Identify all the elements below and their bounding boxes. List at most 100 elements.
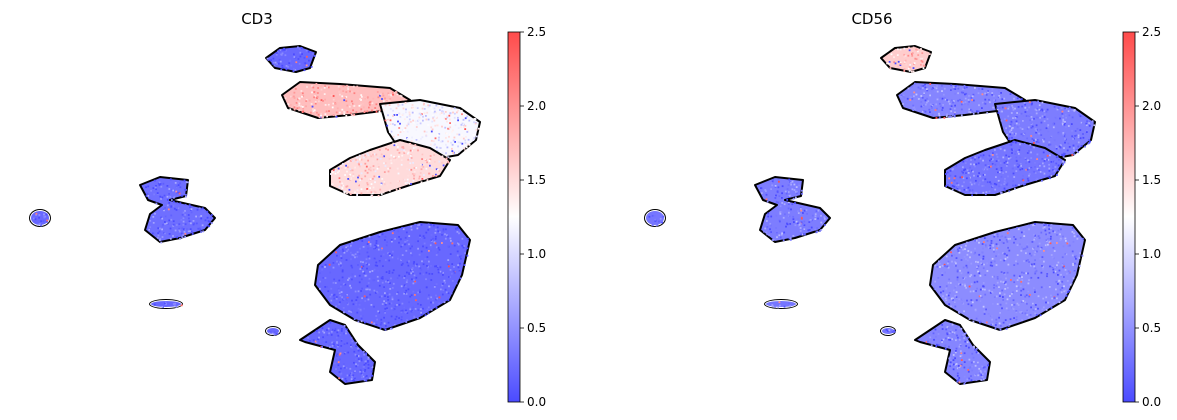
cell-point — [816, 227, 818, 230]
cell-point — [356, 85, 359, 88]
cell-point — [965, 189, 968, 191]
cell-point — [929, 336, 932, 339]
cell-point — [190, 230, 193, 233]
cell-point — [1061, 287, 1064, 289]
cell-point — [46, 220, 48, 223]
colorbar-tick-label: 1.5 — [1142, 173, 1161, 187]
cell-point — [472, 139, 475, 141]
cell-point — [981, 93, 984, 96]
cell-point — [364, 300, 367, 302]
cell-point — [408, 168, 411, 171]
cell-point — [956, 182, 959, 185]
colorbar-tick-label: 1.0 — [1142, 247, 1161, 261]
cell-point — [926, 97, 928, 100]
cell-point — [364, 369, 367, 371]
cell-point — [324, 113, 327, 116]
cell-point — [416, 227, 419, 230]
cell-point — [970, 274, 973, 276]
cell-point — [1056, 155, 1059, 158]
cell-point — [414, 241, 417, 243]
cell-point — [172, 224, 175, 227]
cell-point — [407, 123, 410, 126]
cell-point — [413, 121, 416, 124]
cell-point — [340, 283, 343, 286]
cell-point — [1014, 238, 1017, 241]
cell-point — [1059, 233, 1061, 236]
cell-point — [1024, 312, 1027, 315]
cell-point — [950, 251, 952, 254]
cell-point — [340, 291, 343, 293]
cell-point — [457, 145, 459, 148]
cell-point — [981, 263, 983, 266]
cell-point — [173, 304, 176, 307]
cell-point — [960, 103, 963, 106]
cell-point — [155, 188, 157, 191]
cell-point — [436, 226, 439, 229]
cell-point — [38, 214, 41, 216]
cell-point — [389, 131, 391, 134]
cell-point — [1057, 229, 1060, 232]
cell-point — [384, 307, 387, 310]
cell-point — [200, 217, 203, 220]
cell-point — [425, 135, 428, 138]
cell-point — [1010, 148, 1013, 151]
cell-point — [1028, 295, 1031, 298]
cell-point — [808, 225, 811, 228]
cell-point — [1000, 278, 1002, 280]
cell-point — [954, 351, 957, 354]
cell-point — [415, 129, 418, 131]
cell-point — [452, 129, 454, 132]
cell-point — [440, 271, 443, 274]
cell-point — [1020, 165, 1022, 167]
cell-point — [1017, 286, 1020, 289]
cell-point — [447, 299, 450, 302]
cell-point — [939, 266, 941, 268]
cell-point — [386, 308, 389, 311]
cell-point — [356, 296, 359, 299]
cell-point — [403, 152, 406, 154]
cell-point — [187, 181, 189, 184]
cell-point — [182, 217, 185, 220]
cell-point — [953, 264, 956, 267]
cell-point — [412, 119, 414, 122]
cell-point — [1008, 229, 1010, 231]
cell-point — [319, 280, 322, 283]
cell-point — [441, 110, 444, 113]
cell-point — [392, 250, 394, 253]
cell-point — [330, 173, 332, 175]
cell-point — [162, 208, 165, 211]
cell-point — [332, 281, 335, 284]
cell-point — [886, 62, 888, 65]
cell-point — [794, 202, 796, 204]
cell-point — [324, 266, 326, 268]
cell-point — [401, 276, 404, 278]
cell-point — [1066, 242, 1069, 245]
cell-point — [435, 146, 438, 149]
cell-point — [788, 178, 791, 181]
cell-point — [164, 207, 166, 209]
cell-point — [1043, 260, 1045, 263]
cell-point — [992, 152, 994, 155]
cell-point — [973, 361, 975, 363]
cell-point — [911, 54, 914, 57]
cell-point — [398, 151, 401, 154]
cell-point — [411, 245, 413, 248]
cell-point — [1030, 157, 1033, 159]
cell-point — [996, 156, 999, 158]
cell-point — [947, 336, 950, 339]
cell-point — [950, 329, 952, 331]
cell-point — [1052, 165, 1054, 168]
cell-point — [1076, 237, 1079, 240]
cell-point — [182, 224, 185, 226]
cell-point — [337, 167, 340, 170]
cell-point — [1020, 112, 1023, 115]
cell-point — [363, 110, 366, 113]
cell-point — [442, 274, 444, 276]
cell-point — [460, 257, 462, 260]
cell-point — [398, 112, 400, 115]
cell-point — [951, 363, 954, 366]
cell-point — [360, 320, 363, 323]
cell-point — [373, 257, 376, 260]
cell-point — [977, 270, 979, 273]
cell-point — [972, 113, 975, 115]
